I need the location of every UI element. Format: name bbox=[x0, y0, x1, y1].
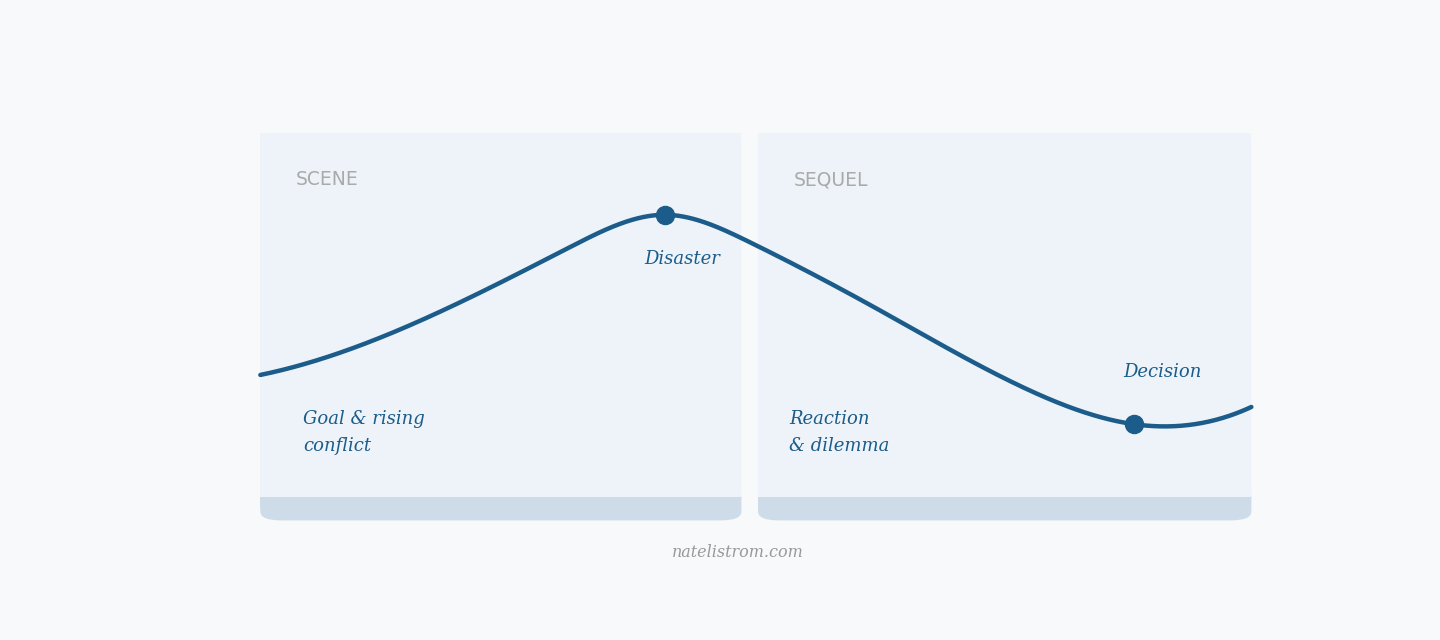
Text: Reaction
& dilemma: Reaction & dilemma bbox=[789, 410, 890, 455]
FancyBboxPatch shape bbox=[261, 488, 742, 520]
Text: SEQUEL: SEQUEL bbox=[793, 170, 868, 189]
Text: Disaster: Disaster bbox=[644, 250, 720, 268]
Text: natelistrom.com: natelistrom.com bbox=[672, 544, 804, 561]
FancyBboxPatch shape bbox=[261, 134, 742, 497]
FancyBboxPatch shape bbox=[757, 134, 1251, 520]
FancyBboxPatch shape bbox=[757, 488, 1251, 520]
Text: SCENE: SCENE bbox=[297, 170, 359, 189]
FancyBboxPatch shape bbox=[757, 488, 1251, 509]
FancyBboxPatch shape bbox=[261, 134, 742, 520]
FancyBboxPatch shape bbox=[757, 134, 1251, 497]
Text: Goal & rising
conflict: Goal & rising conflict bbox=[302, 410, 425, 455]
Text: Decision: Decision bbox=[1123, 364, 1201, 381]
FancyBboxPatch shape bbox=[261, 488, 742, 509]
